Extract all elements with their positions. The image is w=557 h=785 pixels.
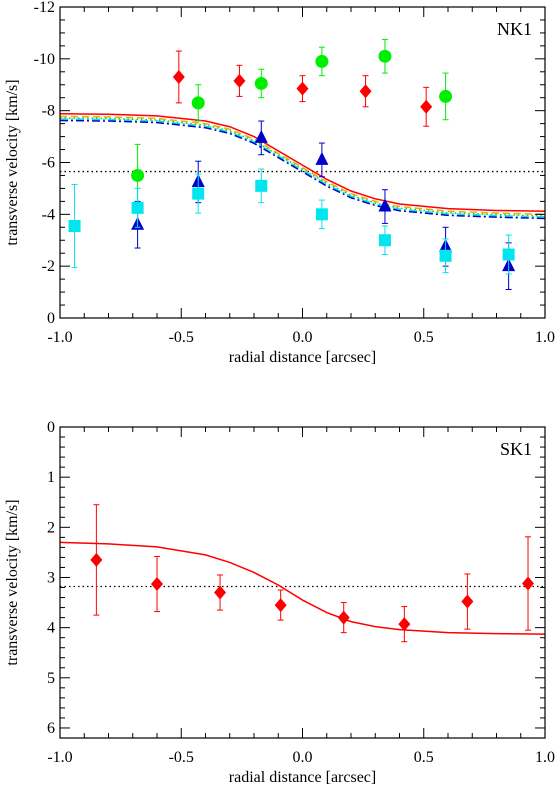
x-tick-label: 1.0 [535,749,555,766]
y-tick-label: 6 [47,720,55,737]
square-marker [378,234,391,247]
y-tick-label: 1 [47,469,55,486]
x-tick-label: -0.5 [169,329,194,346]
model-curve-3 [60,117,545,217]
diamond-marker [359,84,372,99]
model-curve-1 [60,113,545,212]
y-tick-label: -12 [34,0,55,16]
model-curve-1 [60,541,545,635]
y-tick-label: -8 [42,103,55,120]
x-tick-label: 0.0 [293,329,313,346]
y-axis-title: transverse velocity [km/s] [4,79,21,245]
circle-marker [191,96,205,110]
series-circle-markers [131,38,453,208]
panel-sk1: -1.0 -0.5 0.0 0.5 1.0 0 1 2 3 4 5 6 radial distance … [4,419,555,785]
y-tick-label: 5 [47,670,55,687]
model-curve-4 [60,118,545,218]
triangle-marker [315,151,329,165]
diamond-marker [214,585,227,600]
y-tick-label: -10 [34,51,55,68]
diamond-marker [461,594,474,609]
x-axis: -1.0 -0.5 0.0 0.5 1.0 [47,427,555,766]
circle-marker [439,89,453,103]
diamond-marker [337,610,350,625]
x-tick-label: 1.0 [535,329,555,346]
x-axis: -1.0 -0.5 0.0 0.5 1.0 [47,7,555,346]
x-tick-label: -1.0 [47,749,72,766]
diamond-marker [233,73,246,88]
square-marker [315,208,328,221]
x-tick-label: -1.0 [47,329,72,346]
diamond-marker [420,99,433,114]
series-diamond-markers [172,50,433,127]
panel-label: SK1 [500,439,532,459]
diamond-marker [172,69,185,84]
y-tick-label: 0 [47,310,55,327]
model-curve-5 [60,119,545,220]
diamond-marker [398,617,411,632]
series-square-markers [68,168,515,275]
y-axis: 0 1 2 3 4 5 6 [47,419,545,739]
circle-marker [315,54,329,68]
square-marker [502,248,515,261]
plot-frame [59,6,546,319]
diamond-marker [274,598,287,613]
y-tick-label: 0 [47,419,55,436]
y-tick-label: -4 [42,206,55,223]
y-axis: -12 -10 -8 -6 -4 -2 0 [34,0,545,327]
square-marker [131,201,144,214]
diamond-marker [296,81,309,96]
model-curve-2 [60,115,545,216]
triangle-marker [378,198,392,212]
square-marker [192,187,205,200]
plot-frame [59,426,546,739]
x-tick-label: -0.5 [169,749,194,766]
series-triangle-markers [131,120,516,290]
y-tick-label: 4 [47,620,55,637]
x-tick-label: 0.5 [414,329,434,346]
square-marker [68,219,81,232]
y-tick-label: 3 [47,569,55,586]
diamond-marker [90,552,103,567]
panel-nk1: -1.0 -0.5 0.0 0.5 1.0 -12 -10 -8 -6 -4 -2 0 radial d… [4,0,555,366]
y-tick-label: -2 [42,258,55,275]
series-diamond-markers [90,504,535,643]
y-tick-label: -6 [42,155,55,172]
square-marker [439,249,452,262]
triangle-marker [254,129,268,143]
x-axis-title: radial distance [arcsec] [229,349,376,366]
y-axis-title: transverse velocity [km/s] [4,499,21,665]
y-tick-label: 2 [47,519,55,536]
square-marker [255,179,268,192]
diamond-marker [151,577,163,592]
circle-marker [378,49,392,63]
panel-label: NK1 [497,19,532,39]
diamond-marker [522,576,535,591]
circle-marker [254,76,268,90]
circle-marker [131,168,145,182]
x-tick-label: 0.0 [293,749,313,766]
x-tick-label: 0.5 [414,749,434,766]
x-axis-title: radial distance [arcsec] [229,769,376,785]
